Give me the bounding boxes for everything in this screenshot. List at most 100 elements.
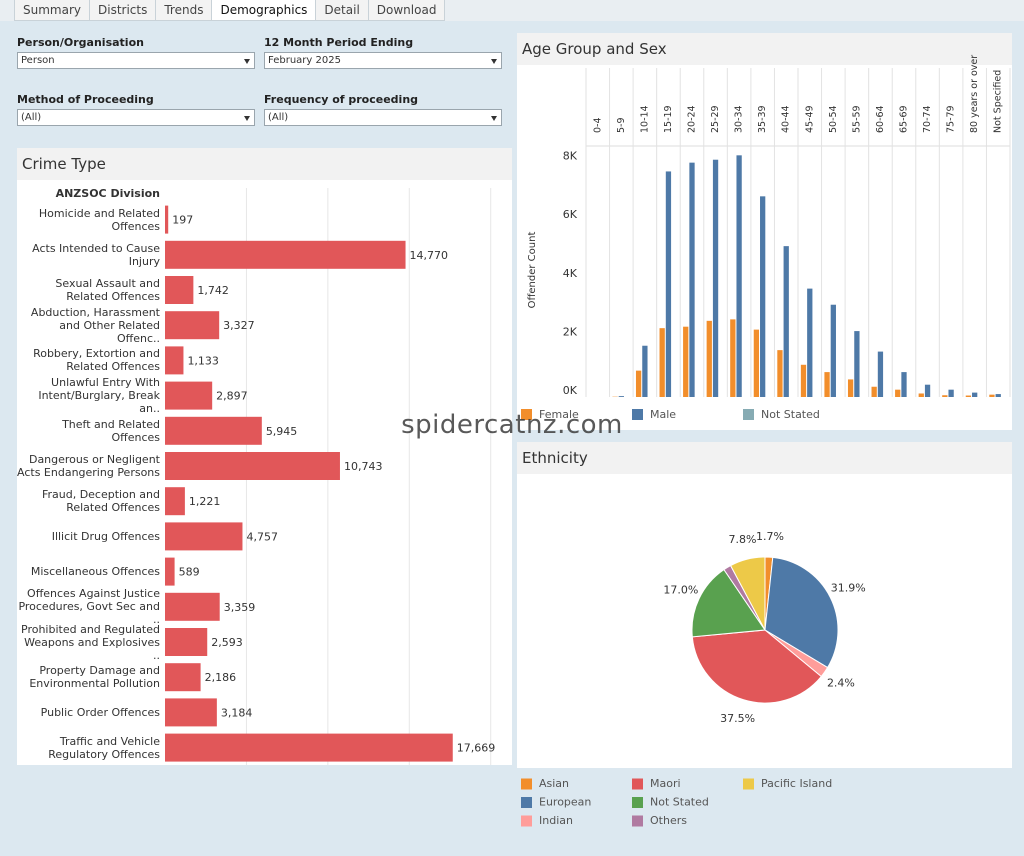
x-tick-label: Not Specified — [993, 70, 1004, 133]
y-tick-label: 0K — [563, 384, 578, 397]
dropdown[interactable]: (All) — [17, 109, 255, 126]
x-tick-label: 65-69 — [899, 105, 910, 133]
category-label: Offences Against Justice Procedures, Gov… — [18, 587, 160, 627]
legend-label: Not Stated — [761, 408, 820, 421]
age-chart: 0K 2K 4K 6K 8K Offender Count 0-4 5-9 10-14 15-19… — [521, 55, 1011, 421]
value-label: 3,327 — [223, 319, 255, 332]
pie-slice — [691, 568, 766, 638]
legend-swatch — [521, 778, 532, 790]
x-tick-label: 25-29 — [710, 105, 721, 133]
category-label: Unlawful Entry With Intent/Burglary, Bre… — [38, 376, 160, 416]
category-label: Miscellaneous Offences — [30, 565, 160, 579]
pie-slice — [729, 556, 766, 631]
tab[interactable]: Download — [367, 0, 446, 21]
legend-label: Pacific Island — [761, 777, 832, 790]
ethnicity-panel: Ethnicity 1.7% 31.9% 2.4% 37.5% 17.0% 7.8% — [517, 442, 1012, 768]
value-label: 589 — [179, 566, 200, 579]
slice-label: 37.5% — [720, 712, 755, 725]
bar — [665, 171, 672, 397]
slice-label: 31.9% — [831, 582, 866, 595]
bar — [165, 311, 220, 340]
filter-label: 12 Month Period Ending — [264, 36, 414, 49]
y-tick-label: 8K — [563, 150, 578, 163]
dropdown-value: February 2025 — [268, 55, 341, 66]
bar — [683, 326, 689, 397]
bar — [760, 196, 766, 397]
x-tick-label: 10-14 — [639, 105, 650, 133]
bar — [877, 351, 884, 397]
category-label: Acts Intended to Cause Injury — [32, 241, 160, 268]
crime-chart: 197 14,770 1,742 3,327 1,133 2,897 5,945 10,743… — [165, 188, 496, 765]
x-tick-label: 15-19 — [663, 105, 674, 133]
dropdown[interactable]: February 2025 — [264, 52, 502, 69]
legend-swatch — [743, 409, 754, 420]
bar — [800, 364, 807, 397]
bar — [165, 346, 184, 375]
value-label: 2,897 — [216, 390, 248, 403]
x-tick-label: 45-49 — [804, 105, 815, 133]
legend-swatch — [521, 409, 532, 420]
legend-swatch — [632, 409, 643, 420]
value-label: 3,184 — [221, 706, 253, 719]
tab[interactable]: Demographics — [211, 0, 317, 21]
bar — [989, 394, 995, 397]
filter-label: Person/Organisation — [17, 36, 144, 49]
value-label: 10,743 — [344, 460, 383, 473]
category-header: ANZSOC Division — [55, 187, 160, 200]
bar — [924, 384, 931, 397]
bar — [165, 522, 243, 551]
category-label: Property Damage and Environmental Pollut… — [29, 664, 160, 691]
dropdown-arrow — [491, 116, 497, 121]
x-tick-label: 35-39 — [757, 105, 768, 133]
tab[interactable]: Trends — [155, 0, 213, 21]
category-label: Sexual Assault and Related Offences — [55, 277, 160, 303]
tab-bar: Summary Districts Trends Demographics Detail… — [0, 0, 1024, 21]
legend-label: Maori — [650, 777, 681, 790]
dropdown-arrow — [244, 59, 250, 64]
x-tick-label: 20-24 — [687, 105, 698, 133]
value-label: 2,593 — [211, 636, 243, 649]
category-label: Homicide and Related Offences — [38, 206, 160, 233]
x-tick-label: 80 years or over — [969, 55, 980, 133]
x-tick-label: 55-59 — [851, 105, 862, 133]
tab[interactable]: Summary — [14, 0, 90, 21]
legend-swatch — [521, 815, 532, 827]
category-label: Abduction, Harassment and Other Related … — [30, 305, 160, 345]
y-tick-label: 6K — [563, 208, 578, 221]
category-label: Theft and Related Offences — [62, 417, 160, 444]
legend-label: Male — [650, 408, 676, 421]
panel-title: Ethnicity — [517, 442, 1012, 474]
value-label: 17,669 — [457, 742, 496, 755]
dropdown[interactable]: (All) — [264, 109, 502, 126]
value-label: 5,945 — [266, 425, 298, 438]
tab[interactable]: Detail — [315, 0, 369, 21]
bar — [824, 372, 830, 397]
bar — [165, 240, 406, 269]
legend-swatch — [632, 778, 643, 790]
dropdown-value: (All) — [21, 112, 42, 123]
x-tick-label: 70-74 — [922, 105, 933, 133]
bar — [659, 328, 665, 397]
bar — [165, 663, 201, 692]
bar — [165, 698, 217, 727]
bar — [165, 592, 220, 621]
legend-swatch — [632, 797, 643, 808]
filter-label: Frequency of proceeding — [264, 93, 419, 106]
pie-slice — [764, 556, 839, 669]
dropdown[interactable]: Person — [17, 52, 255, 69]
legend-label: Not Stated — [650, 796, 709, 809]
dropdown-arrow — [244, 116, 250, 121]
bar — [706, 320, 712, 397]
bar — [942, 395, 948, 397]
legend-label: Asian — [539, 777, 569, 790]
bar — [871, 386, 877, 397]
bar — [918, 393, 924, 397]
bar — [642, 345, 648, 397]
tab[interactable]: Districts — [89, 0, 157, 21]
dropdown-value: Person — [21, 55, 55, 66]
category-label: Fraud, Deception and Related Offences — [41, 488, 160, 515]
bar — [165, 557, 175, 586]
dropdown-arrow — [491, 59, 497, 64]
ethnicity-chart: 1.7% 31.9% 2.4% 37.5% 17.0% 7.8% — [663, 530, 866, 725]
